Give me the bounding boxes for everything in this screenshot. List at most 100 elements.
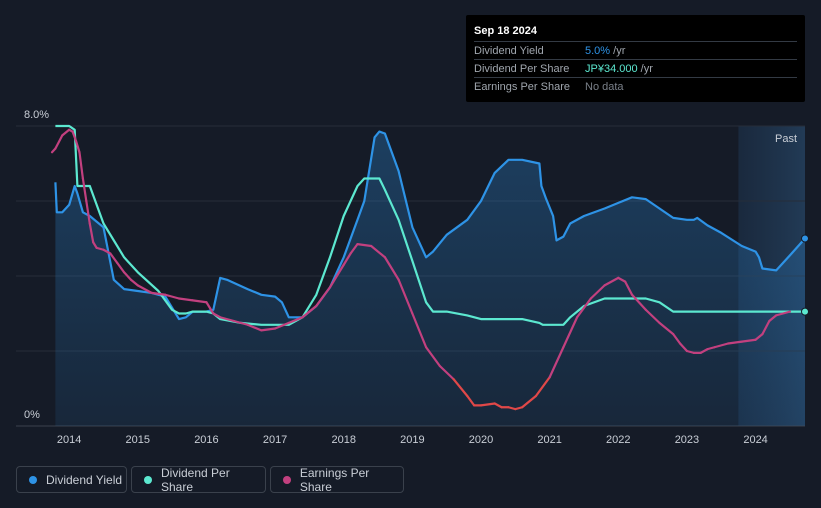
series-areas xyxy=(55,131,805,426)
earnings-per-share-line-segment xyxy=(81,177,88,203)
earnings-per-share-line-segment xyxy=(232,319,249,326)
earnings-per-share-line-segment xyxy=(356,243,373,248)
tooltip: Sep 18 2024 Dividend Yield 5.0% /yr Divi… xyxy=(466,15,805,102)
earnings-per-share-line-segment xyxy=(775,310,791,317)
x-tick-label: 2017 xyxy=(263,434,287,446)
earnings-per-share-line-segment xyxy=(177,297,194,302)
x-axis: 2014 2015 2016 2017 2018 2019 2020 2021 2022 2023… xyxy=(57,434,768,446)
x-tick-label: 2018 xyxy=(331,434,355,446)
earnings-per-share-line-segment xyxy=(493,402,503,409)
tooltip-unit: /yr xyxy=(610,45,626,57)
earnings-per-share-line-segment xyxy=(521,394,538,409)
tooltip-value-text: No data xyxy=(585,81,624,93)
earnings-per-share-line-segment xyxy=(713,342,730,349)
earnings-per-share-line-segment xyxy=(658,321,675,336)
earnings-per-share-line-segment xyxy=(287,316,304,324)
earnings-per-share-line-segment xyxy=(370,244,387,259)
earnings-per-share-line-segment xyxy=(507,406,517,411)
earnings-per-share-line-segment xyxy=(548,346,565,379)
earnings-per-share-line-segment xyxy=(136,284,153,294)
earnings-per-share-line-segment xyxy=(109,252,119,264)
earnings-per-share-line-segment xyxy=(54,134,64,150)
series-area xyxy=(55,131,805,426)
earnings-per-share-line-segment xyxy=(411,312,428,349)
y-tick-label-top: 8.0% xyxy=(24,109,49,121)
x-tick-label: 2020 xyxy=(469,434,493,446)
earnings-per-share-line-segment xyxy=(74,139,81,154)
earnings-per-share-line-segment xyxy=(129,278,139,287)
x-tick-label: 2023 xyxy=(675,434,699,446)
legend-dot-icon xyxy=(29,475,37,484)
earnings-per-share-line-segment xyxy=(88,222,95,244)
earnings-per-share-line-segment xyxy=(754,333,764,341)
x-tick-label: 2024 xyxy=(743,434,767,446)
earnings-per-share-line-segment xyxy=(466,394,476,407)
earnings-per-share-line-segment xyxy=(260,327,277,332)
dividend-yield-line xyxy=(54,130,806,321)
legend-dividend-yield[interactable]: Dividend Yield xyxy=(16,466,127,493)
legend-dot-icon xyxy=(283,475,291,484)
tooltip-value-text: 5.0% xyxy=(585,45,611,57)
tooltip-value: 5.0% /yr xyxy=(585,45,625,57)
earnings-per-share-line-segment xyxy=(644,308,661,324)
earnings-per-share-line-segment xyxy=(78,151,84,180)
earnings-per-share-line-segment xyxy=(61,128,71,137)
earnings-per-share-line-segment xyxy=(150,291,167,296)
legend-earnings-per-share[interactable]: Earnings Per Share xyxy=(270,466,404,494)
earnings-per-share-line-segment xyxy=(301,304,318,319)
x-tick-label: 2016 xyxy=(194,434,218,446)
earnings-per-share-line-segment xyxy=(589,284,606,300)
past-label: Past xyxy=(775,133,797,145)
x-tick-label: 2021 xyxy=(537,434,561,446)
earnings-per-share-line-segment xyxy=(95,246,105,251)
earnings-per-share-line-segment xyxy=(349,243,359,255)
earnings-per-share-line-segment xyxy=(328,263,345,289)
tooltip-row-dividend-yield: Dividend Yield 5.0% /yr xyxy=(474,41,797,60)
earnings-per-share-line-segment xyxy=(685,349,695,354)
earnings-per-share-line-segment xyxy=(424,346,441,368)
x-tick-label: 2015 xyxy=(126,434,150,446)
dividend-yield-endpoint xyxy=(801,234,809,243)
earnings-per-share-line-segment xyxy=(678,342,689,353)
earnings-per-share-line-segment xyxy=(534,376,551,398)
tooltip-unit: /yr xyxy=(637,63,653,75)
earnings-per-share-line-segment xyxy=(102,248,112,255)
earnings-per-share-line-segment xyxy=(514,406,524,411)
tooltip-row-earnings-per-share: Earnings Per Share No data xyxy=(474,77,797,96)
earnings-per-share-line-segment xyxy=(212,312,222,319)
earnings-per-share-line-segment xyxy=(706,346,716,351)
legend-dot-icon xyxy=(144,475,152,484)
earnings-per-share-line-segment xyxy=(122,271,133,281)
earnings-per-share-line-segment xyxy=(116,261,126,274)
x-tick-label: 2022 xyxy=(606,434,630,446)
legend-label: Dividend Per Share xyxy=(161,465,230,494)
tooltip-label: Dividend Per Share xyxy=(474,63,570,75)
earnings-per-share-line-segment xyxy=(479,402,496,407)
earnings-per-share-line-segment xyxy=(164,293,181,300)
earnings-per-share-line-segment xyxy=(672,333,682,345)
earnings-per-share-line-segment xyxy=(452,378,469,398)
earnings-per-share-line-segment xyxy=(71,130,78,143)
earnings-per-share-line-segment xyxy=(273,321,290,330)
earnings-per-share-line-segment xyxy=(617,276,627,283)
earnings-per-share-line-segment xyxy=(768,314,778,323)
series-endpoints xyxy=(801,234,809,316)
earnings-per-share-line-segment xyxy=(624,280,634,296)
tooltip-label: Earnings Per Share xyxy=(474,81,570,93)
earnings-per-share-line-segment xyxy=(603,276,620,287)
earnings-per-share-line-segment xyxy=(740,338,757,343)
y-tick-label-bottom: 0% xyxy=(24,409,40,421)
earnings-per-share-line-segment xyxy=(630,293,647,311)
earnings-per-share-line-segment xyxy=(576,297,592,319)
earnings-per-share-line-segment xyxy=(383,256,400,281)
x-tick-label: 2014 xyxy=(57,434,81,446)
earnings-per-share-line-segment xyxy=(562,316,579,349)
earnings-per-share-line-segment xyxy=(761,319,771,336)
legend-dividend-per-share[interactable]: Dividend Per Share xyxy=(131,465,266,494)
dividend-per-share-line xyxy=(55,124,805,326)
tooltip-value: No data xyxy=(585,81,624,93)
tooltip-date: Sep 18 2024 xyxy=(474,25,537,37)
tooltip-row-dividend-per-share: Dividend Per Share JP¥34.000 /yr xyxy=(474,59,797,78)
earnings-per-share-line-segment xyxy=(342,252,352,266)
